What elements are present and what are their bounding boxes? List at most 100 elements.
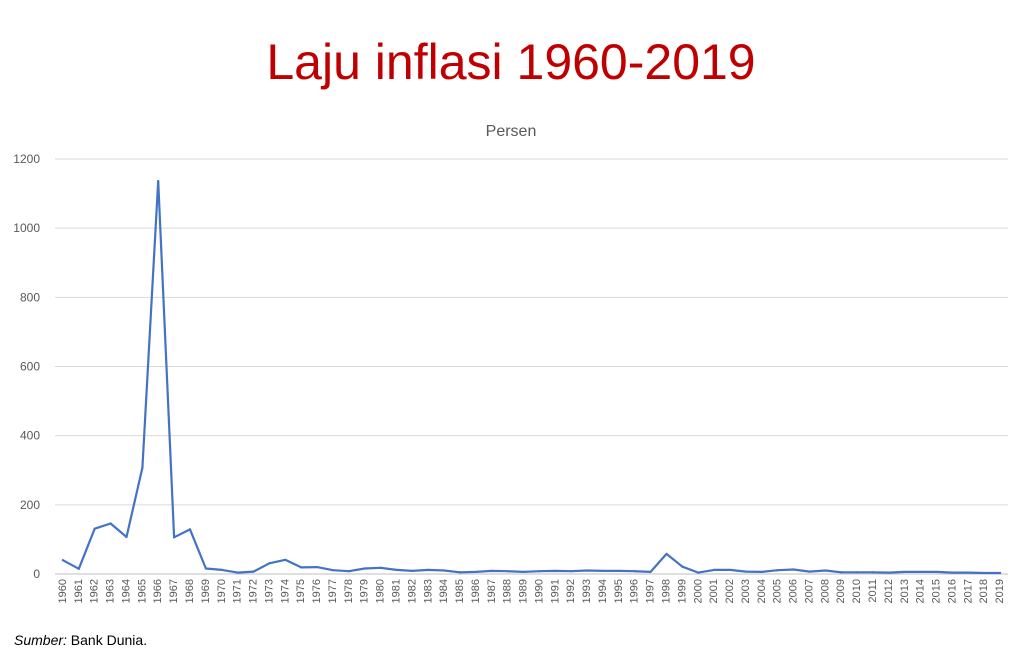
data-point (284, 558, 287, 561)
x-tick-label: 2001 (708, 579, 720, 603)
data-point (252, 570, 255, 573)
data-point (728, 568, 732, 571)
series-line (61, 180, 1002, 575)
data-point (967, 571, 970, 574)
data-point (268, 562, 271, 565)
data-point (363, 567, 366, 570)
series-layer (61, 180, 1002, 575)
data-point (427, 568, 430, 571)
gridlines (55, 158, 1008, 575)
data-point (61, 559, 65, 562)
x-axis-tick-labels: 1960 1961 1962 1963 1964 1965 1966 1967 1968 1969… (57, 579, 1006, 603)
x-tick-label: 1997 (645, 579, 657, 603)
data-point (173, 536, 176, 539)
data-point (824, 569, 827, 572)
y-tick-label: 1200 (13, 152, 40, 166)
x-tick-label: 1996 (629, 579, 641, 603)
x-tick-label: 2015 (931, 579, 943, 603)
data-point (125, 535, 128, 539)
x-tick-label: 1965 (136, 579, 148, 603)
data-point (554, 569, 557, 572)
x-tick-label: 1963 (105, 579, 117, 603)
data-point (760, 570, 763, 574)
x-tick-label: 1970 (216, 579, 228, 603)
x-tick-label: 2018 (978, 579, 990, 603)
data-point (887, 571, 890, 574)
x-tick-label: 1961 (73, 579, 85, 603)
source-label: Sumber: (14, 632, 67, 648)
data-point (315, 565, 319, 569)
x-tick-label: 1969 (200, 579, 212, 603)
data-point (919, 570, 922, 574)
data-point (792, 568, 795, 571)
data-point (109, 522, 112, 525)
source-note: Sumber: Bank Dunia. (14, 632, 147, 648)
data-point (713, 568, 716, 571)
x-tick-label: 1983 (422, 579, 434, 603)
x-tick-label: 2004 (756, 579, 768, 603)
data-point (681, 565, 684, 568)
x-tick-label: 1975 (295, 579, 307, 603)
x-tick-label: 1980 (375, 579, 387, 603)
x-tick-label: 2005 (772, 579, 784, 603)
data-point (744, 570, 748, 573)
x-tick-label: 2008 (819, 579, 831, 603)
data-point (300, 566, 303, 569)
data-point (395, 568, 398, 571)
x-tick-label: 2012 (883, 579, 895, 603)
data-point (141, 466, 144, 469)
x-tick-label: 1967 (168, 579, 180, 603)
x-tick-label: 1982 (406, 579, 418, 603)
x-tick-label: 2014 (915, 579, 927, 603)
y-tick-label: 400 (20, 429, 40, 443)
data-point (856, 571, 859, 574)
data-point (871, 571, 875, 574)
x-tick-label: 1984 (438, 579, 450, 603)
x-tick-label: 1995 (613, 579, 625, 603)
y-axis-tick-labels: 0 200 400 600 800 1000 1200 (13, 152, 40, 581)
x-tick-label: 1960 (57, 579, 69, 603)
x-tick-label: 1998 (661, 579, 673, 603)
x-tick-label: 1964 (120, 579, 132, 603)
data-point (840, 571, 843, 574)
data-point (93, 527, 96, 530)
x-tick-label: 1978 (343, 579, 355, 603)
data-point (236, 571, 239, 574)
data-point (585, 569, 589, 572)
x-tick-label: 1991 (549, 579, 561, 603)
x-tick-label: 1976 (311, 579, 323, 603)
y-tick-label: 600 (20, 360, 40, 374)
x-tick-label: 1988 (502, 579, 514, 603)
page-title: Laju inflasi 1960-2019 (266, 34, 756, 90)
x-tick-label: 1994 (597, 579, 609, 603)
data-point (617, 569, 620, 572)
chart-title: Persen (486, 123, 537, 140)
x-tick-label: 1966 (152, 579, 164, 603)
data-point (379, 566, 382, 569)
x-tick-label: 1985 (454, 579, 466, 603)
data-point (935, 570, 938, 574)
data-point (951, 571, 954, 574)
y-tick-label: 1000 (13, 221, 40, 235)
x-tick-label: 2011 (867, 579, 879, 603)
data-point (665, 552, 668, 556)
data-point (522, 570, 525, 574)
y-tick-label: 0 (33, 567, 40, 581)
x-tick-label: 1989 (518, 579, 530, 603)
x-tick-label: 1981 (390, 579, 402, 603)
x-tick-label: 1993 (581, 579, 593, 603)
x-tick-label: 2016 (946, 579, 958, 603)
data-point (538, 570, 541, 573)
data-point (188, 528, 192, 531)
data-point (77, 567, 80, 570)
x-tick-label: 2003 (740, 579, 752, 603)
x-tick-label: 1971 (232, 579, 244, 603)
data-point (411, 569, 414, 572)
x-tick-label: 1968 (184, 579, 196, 603)
source-text: Bank Dunia. (66, 632, 148, 648)
x-tick-label: 2000 (692, 579, 704, 603)
data-point (220, 568, 223, 571)
x-tick-label: 2002 (724, 579, 736, 603)
x-tick-label: 2007 (803, 579, 815, 603)
